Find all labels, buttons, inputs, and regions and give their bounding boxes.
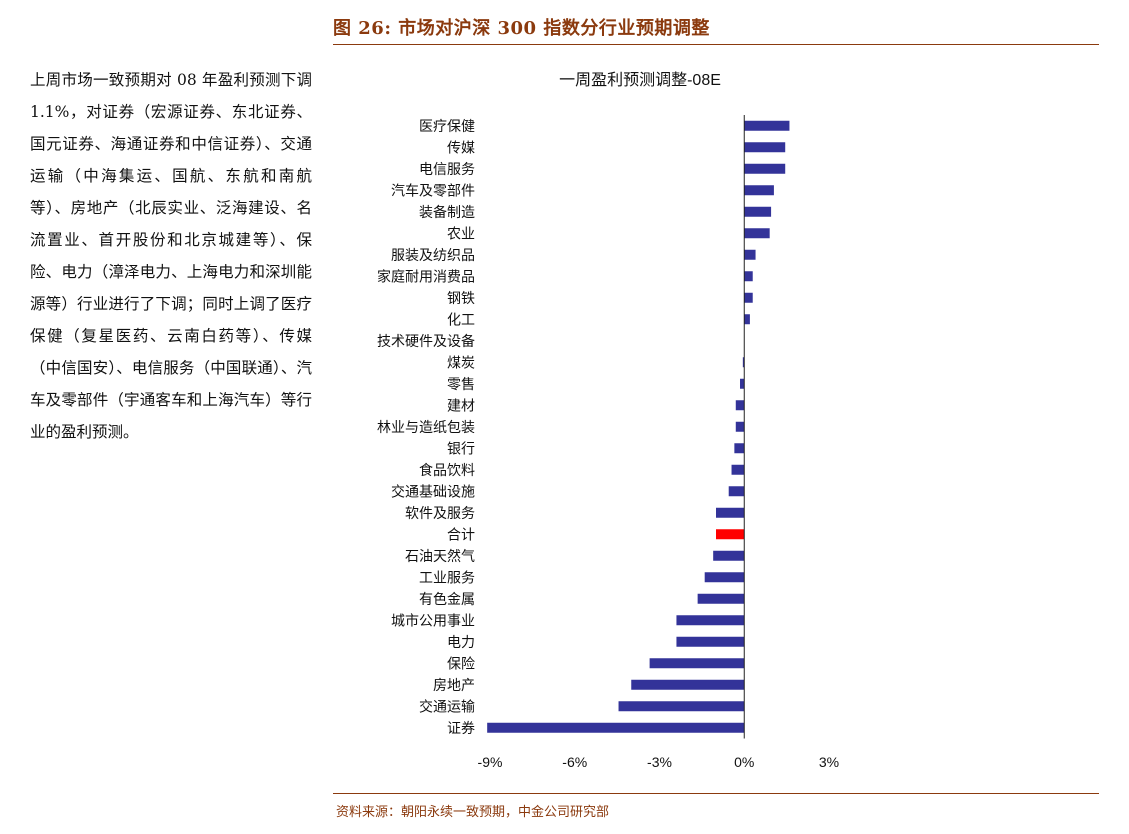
source-note: 资料来源：朝阳永续一致预期，中金公司研究部: [336, 805, 610, 820]
category-label: 城市公用事业: [391, 612, 475, 629]
bar: [744, 228, 770, 239]
category-label: 服装及纺织品: [391, 248, 475, 264]
bar: [704, 572, 745, 583]
category-label: 保险: [447, 656, 475, 672]
x-tick-label: 3%: [819, 754, 839, 770]
bar: [631, 679, 745, 690]
category-label: 传媒: [447, 140, 475, 156]
bar: [697, 593, 745, 604]
category-label: 装备制造: [419, 204, 475, 221]
category-label: 技术硬件及设备: [377, 333, 475, 350]
category-label: 家庭耐用消费品: [377, 268, 475, 285]
bar: [735, 400, 745, 411]
bar: [716, 529, 745, 540]
x-tick-label: -9%: [478, 754, 503, 770]
category-label: 林业与造纸包装: [377, 420, 475, 436]
bar: [744, 314, 750, 325]
category-label: 石油天然气: [405, 548, 475, 565]
bar: [728, 486, 745, 497]
bottom-rule: [333, 793, 1099, 794]
commentary-text: 上周市场一致预期对 08 年盈利预测下调 1.1%，对证券（宏源证券、东北证券、…: [30, 71, 312, 441]
category-label: 交通运输: [419, 698, 475, 715]
bar: [731, 464, 745, 475]
category-label: 钢铁: [447, 291, 475, 307]
bar-chart: 一周盈利预测调整-08E 医疗保健传媒电信服务汽车及零部件装备制造农业服装及纺织…: [377, 71, 840, 770]
bar: [744, 206, 772, 217]
category-labels: 医疗保健传媒电信服务汽车及零部件装备制造农业服装及纺织品家庭耐用消费品钢铁化工技…: [377, 119, 475, 737]
category-label: 汽车及零部件: [391, 182, 475, 199]
x-tick-label: -3%: [647, 754, 672, 770]
category-label: 食品饮料: [419, 462, 475, 479]
category-label: 工业服务: [419, 570, 475, 586]
category-label: 零售: [447, 377, 475, 393]
bar: [744, 292, 753, 303]
category-label: 银行: [447, 441, 475, 457]
bar: [744, 163, 786, 174]
category-label: 软件及服务: [405, 506, 475, 522]
bar: [713, 550, 745, 561]
category-label: 化工: [447, 312, 475, 328]
bars-group: [487, 115, 790, 739]
category-label: 有色金属: [419, 591, 475, 608]
category-label: 农业: [447, 226, 475, 242]
bar: [734, 443, 745, 454]
bar: [676, 615, 745, 626]
category-label: 合计: [447, 527, 475, 543]
chart-title: 一周盈利预测调整-08E: [559, 71, 721, 89]
bar: [744, 249, 756, 260]
figure-title: 图 26: 市场对沪深 300 指数分行业预期调整: [333, 18, 710, 39]
top-rule: [333, 44, 1099, 45]
category-label: 煤炭: [447, 355, 475, 371]
bar: [744, 185, 774, 196]
category-label: 房地产: [433, 678, 475, 694]
category-label: 电力: [447, 635, 475, 651]
bar: [742, 357, 745, 368]
bar: [676, 636, 745, 647]
bar: [744, 271, 753, 282]
bar: [487, 722, 745, 733]
category-label: 证券: [447, 721, 475, 737]
category-label: 交通基础设施: [391, 483, 475, 500]
bar: [716, 507, 745, 518]
bar: [618, 701, 745, 712]
x-tick-labels: -9% -6% -3% 0% 3%: [478, 754, 840, 770]
x-tick-label: 0%: [734, 754, 754, 770]
bar: [744, 120, 790, 131]
category-label: 医疗保健: [419, 119, 475, 135]
category-label: 建材: [447, 398, 475, 414]
bar: [744, 142, 786, 153]
bar: [735, 421, 745, 432]
bar: [740, 378, 745, 389]
bar: [649, 658, 745, 669]
x-tick-label: -6%: [562, 754, 587, 770]
category-label: 电信服务: [419, 162, 475, 178]
